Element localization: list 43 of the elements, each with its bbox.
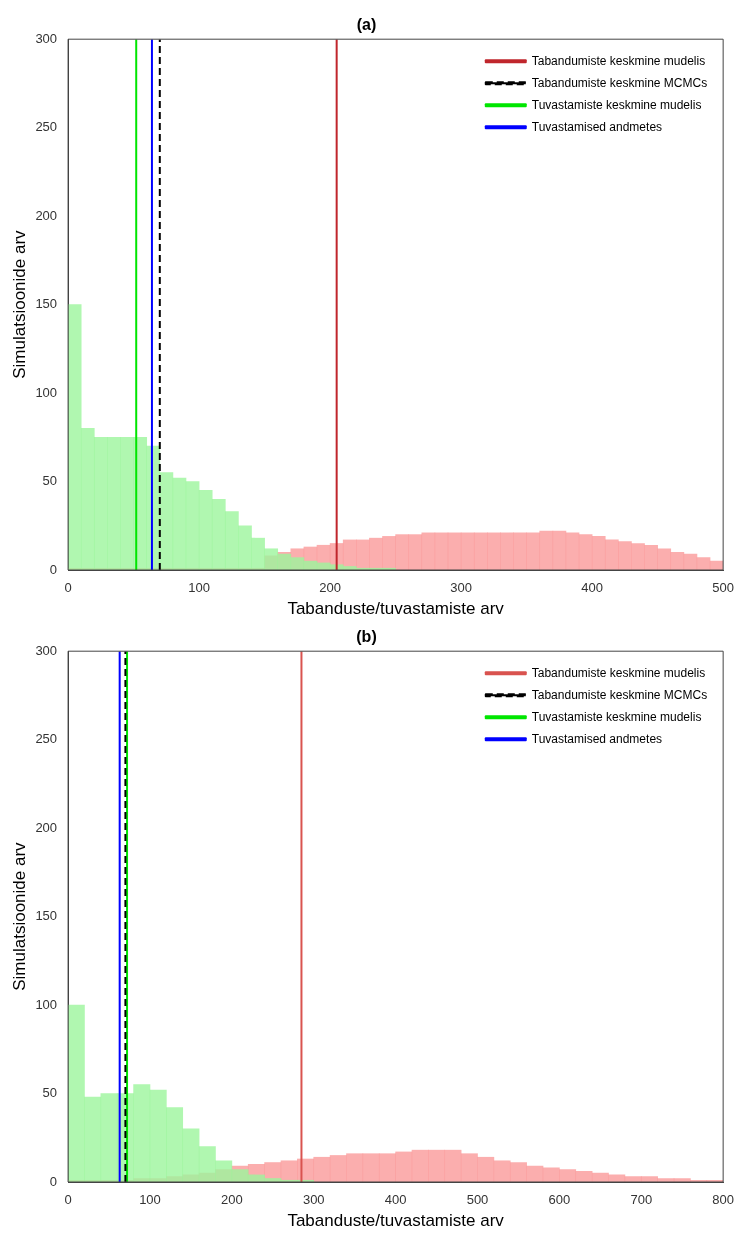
y-tick-label: 250 (35, 731, 58, 747)
x-tick-label: 100 (139, 1192, 161, 1208)
x-tick-label: 200 (221, 1192, 243, 1208)
x-tick-label: 400 (384, 1192, 407, 1208)
legend-label: Tabandumiste keskmine mudelis (531, 53, 706, 68)
y-tick-label: 50 (42, 473, 58, 489)
y-tick-label: 0 (49, 561, 58, 577)
y-axis-title: Simulatsioonide arv (9, 229, 29, 379)
x-tick-label: 300 (450, 580, 472, 596)
y-tick-label: 200 (35, 819, 58, 835)
x-tick-label: 400 (581, 580, 603, 596)
x-tick-label: 700 (630, 1192, 653, 1208)
x-tick-label: 800 (712, 1192, 735, 1208)
y-tick-label: 150 (35, 296, 58, 312)
legend-label: Tuvastamiste keskmine mudelis (531, 709, 702, 724)
x-tick-label: 500 (466, 1192, 489, 1208)
legend-label: Tabandumiste keskmine MCMCs (531, 75, 708, 90)
y-tick-label: 100 (35, 384, 58, 400)
chart-title: (a) (356, 16, 377, 34)
legend-label: Tabandumiste keskmine mudelis (531, 665, 706, 680)
y-tick-label: 200 (35, 207, 58, 223)
x-tick-label: 100 (188, 580, 210, 596)
y-tick-label: 50 (42, 1085, 58, 1101)
chart-title: (b) (356, 628, 377, 646)
x-tick-label: 500 (712, 580, 735, 596)
y-tick-label: 250 (35, 119, 58, 135)
x-axis-title: Tabanduste/tuvastamiste arv (287, 1211, 505, 1231)
y-tick-label: 150 (35, 908, 58, 924)
x-tick-label: 300 (302, 1192, 325, 1208)
x-tick-label: 0 (64, 580, 72, 596)
x-axis-title: Tabanduste/tuvastamiste arv (287, 599, 505, 619)
x-tick-label: 200 (319, 580, 341, 596)
y-tick-label: 300 (35, 30, 58, 46)
legend-label: Tuvastamiste keskmine mudelis (531, 97, 702, 112)
legend-label: Tuvastamised andmetes (531, 731, 663, 746)
legend-label: Tuvastamised andmetes (531, 119, 663, 134)
legend-label: Tabandumiste keskmine MCMCs (531, 687, 708, 702)
y-tick-label: 100 (35, 996, 58, 1012)
y-tick-label: 0 (49, 1173, 58, 1189)
x-tick-label: 600 (548, 1192, 571, 1208)
y-tick-label: 300 (35, 642, 58, 658)
x-tick-label: 0 (64, 1192, 72, 1208)
y-axis-title: Simulatsioonide arv (9, 841, 29, 991)
